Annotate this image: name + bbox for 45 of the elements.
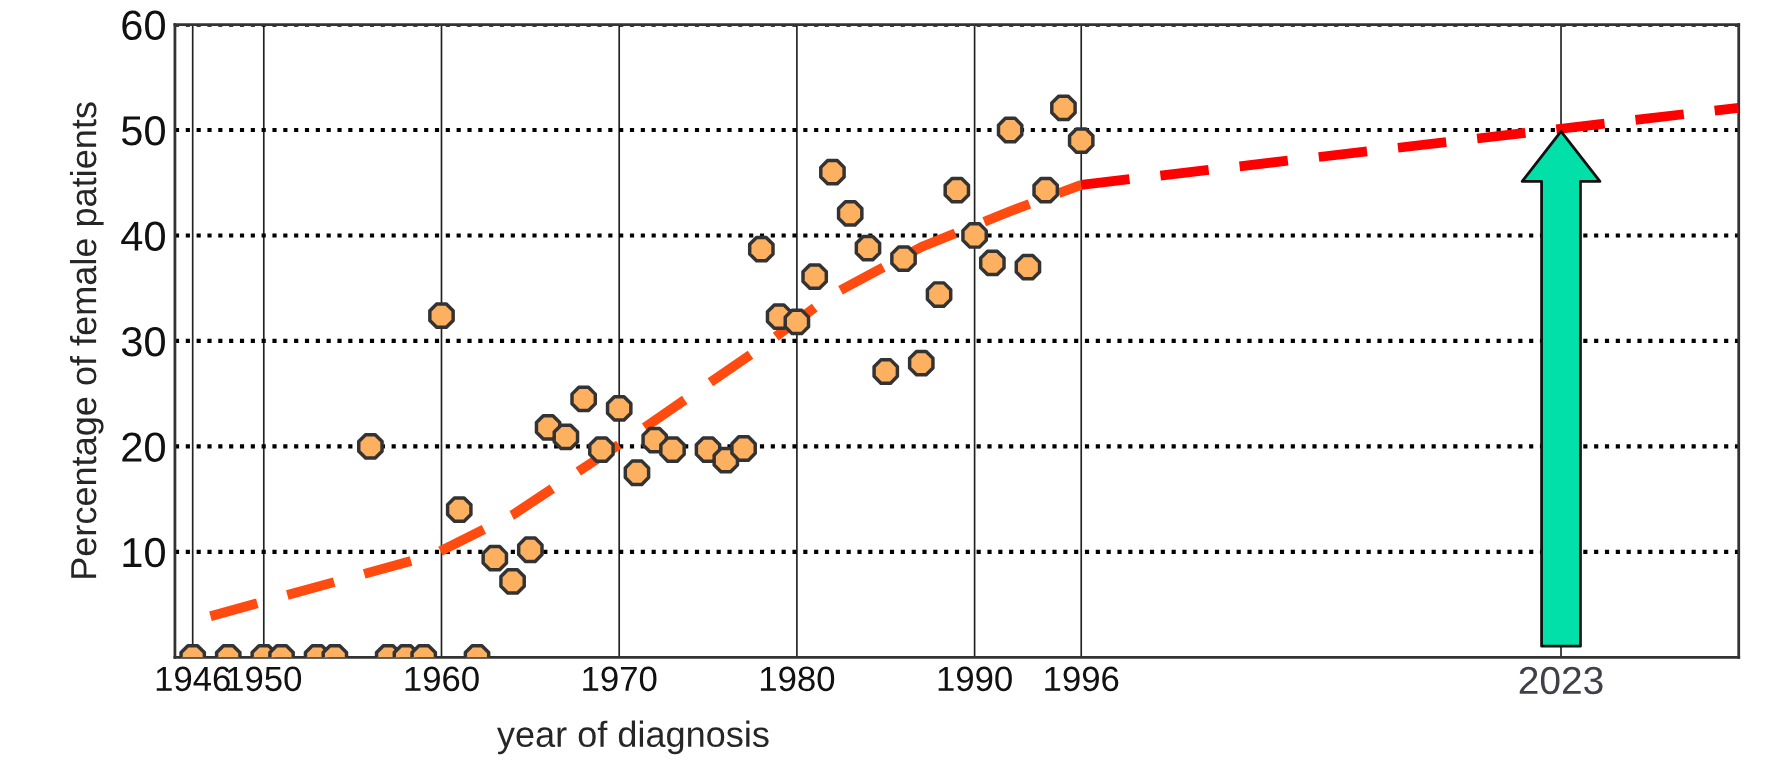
point bbox=[783, 308, 811, 336]
y-tick-label: 20 bbox=[122, 432, 165, 462]
point bbox=[588, 436, 615, 463]
point bbox=[925, 281, 953, 308]
x-tick-label: 1960 bbox=[405, 666, 479, 692]
point bbox=[996, 116, 1024, 144]
point bbox=[854, 234, 882, 262]
point bbox=[801, 263, 829, 290]
point bbox=[357, 433, 384, 460]
point bbox=[659, 436, 686, 463]
point bbox=[907, 349, 935, 377]
point bbox=[570, 385, 598, 413]
y-axis-title: Percentage of female patients bbox=[69, 102, 104, 578]
point bbox=[552, 423, 580, 451]
point bbox=[943, 176, 971, 204]
y-tick-label: 30 bbox=[121, 326, 165, 357]
point bbox=[445, 496, 473, 524]
point bbox=[836, 199, 864, 227]
point bbox=[961, 222, 988, 249]
x-tick-label: 1970 bbox=[583, 666, 657, 692]
x-tick-label: 1980 bbox=[760, 666, 835, 692]
point bbox=[516, 536, 544, 564]
y-tick-label: 50 bbox=[121, 116, 165, 146]
point bbox=[605, 395, 633, 422]
point bbox=[747, 235, 775, 263]
y-tick-label: 60 bbox=[122, 10, 165, 41]
point bbox=[730, 435, 757, 462]
point bbox=[1032, 176, 1060, 204]
point bbox=[623, 459, 651, 487]
point bbox=[428, 302, 455, 330]
point bbox=[1050, 94, 1077, 122]
x-tick-label: 1990 bbox=[938, 666, 1012, 692]
point bbox=[978, 249, 1006, 277]
point bbox=[1014, 253, 1042, 281]
point bbox=[819, 158, 846, 186]
x-tick-label: 2023 bbox=[1519, 666, 1603, 695]
point bbox=[872, 358, 900, 385]
y-tick-label: 10 bbox=[123, 537, 165, 568]
y-tick-label: 40 bbox=[121, 221, 165, 251]
point bbox=[481, 544, 509, 572]
point bbox=[499, 567, 526, 595]
point bbox=[890, 245, 917, 273]
point bbox=[1067, 127, 1095, 154]
x-axis-title: year of diagnosis bbox=[497, 720, 769, 755]
x-tick-label: 1996 bbox=[1045, 666, 1119, 692]
